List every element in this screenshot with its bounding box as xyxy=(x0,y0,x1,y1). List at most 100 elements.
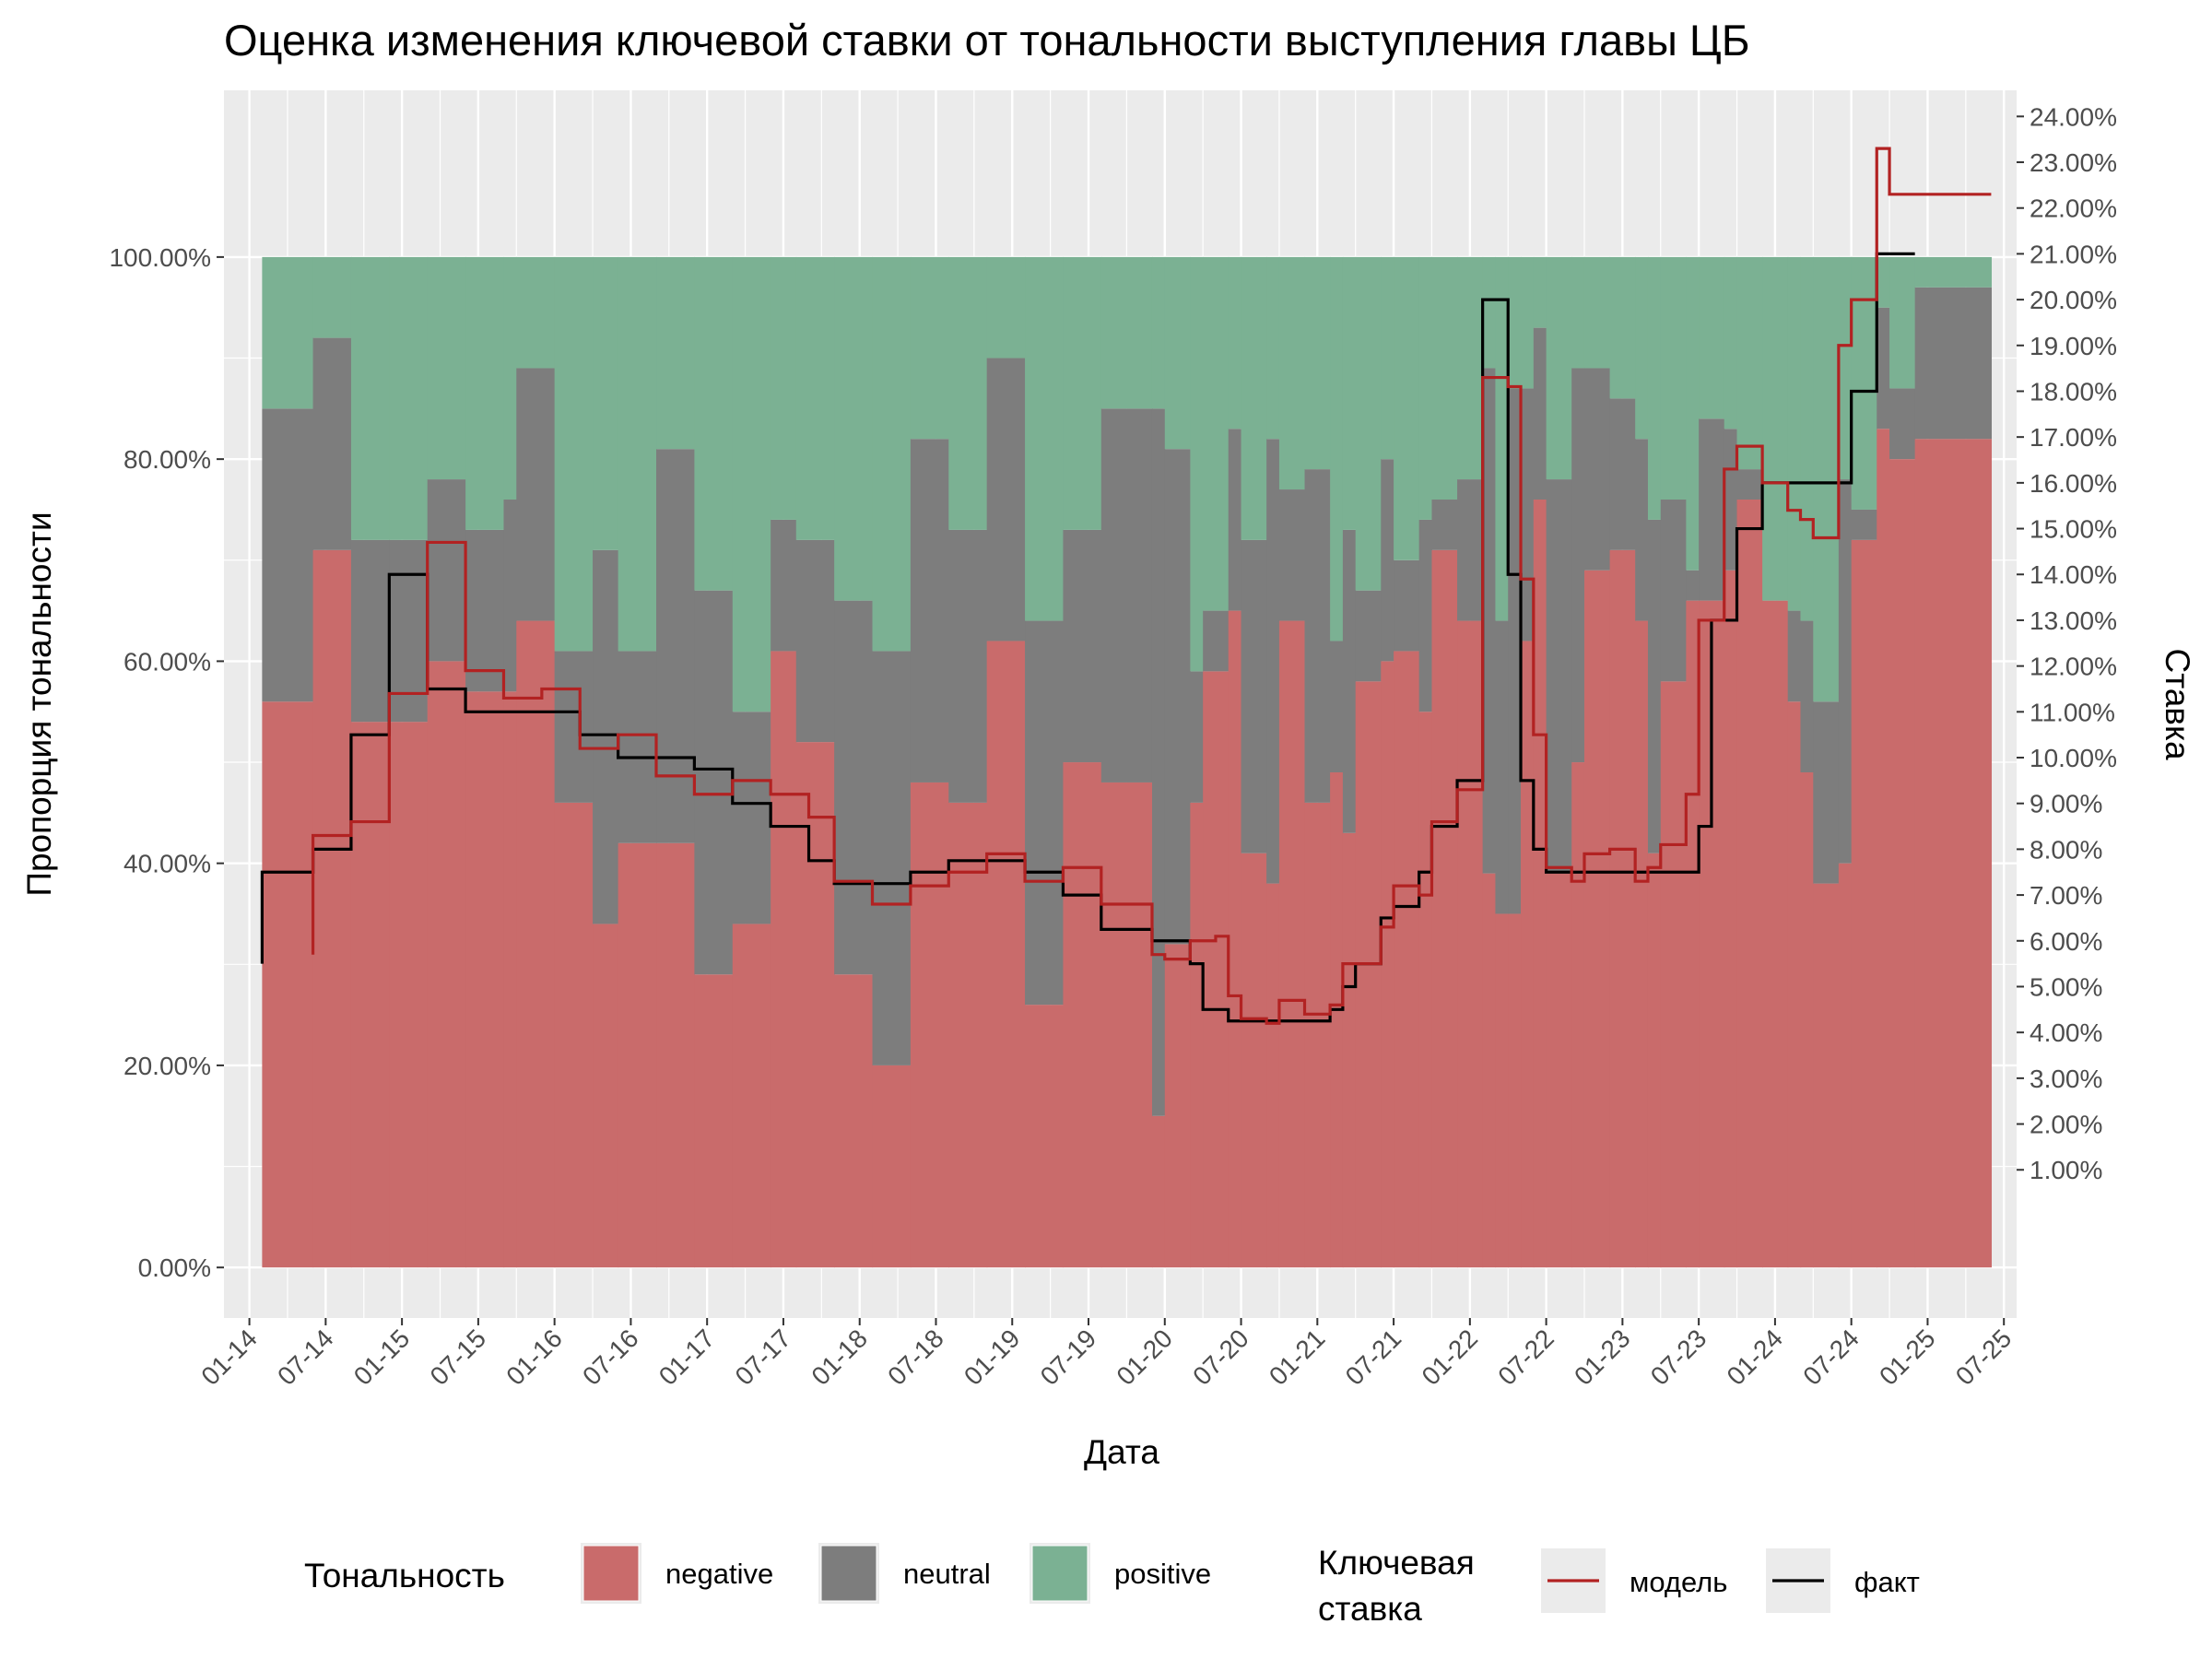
positive-area-segment xyxy=(948,256,988,530)
positive-area-segment xyxy=(1431,256,1458,500)
positive-area-segment xyxy=(593,256,619,550)
negative-area-segment xyxy=(1190,802,1204,1268)
y2-tick-label: 5.00% xyxy=(2030,972,2102,1001)
positive-area-segment xyxy=(312,256,352,338)
neutral-area-segment xyxy=(910,439,949,782)
y2-tick-label: 17.00% xyxy=(2030,423,2117,452)
negative-area-segment xyxy=(1838,863,1853,1268)
positive-area-segment xyxy=(1495,256,1509,621)
negative-area-segment xyxy=(1609,549,1636,1268)
legend-swatch-positive xyxy=(1031,1545,1088,1602)
negative-area-segment xyxy=(389,722,429,1268)
neutral-area-segment xyxy=(389,539,429,723)
positive-area-segment xyxy=(1813,256,1840,702)
negative-area-segment xyxy=(1686,600,1700,1268)
negative-area-segment xyxy=(1063,762,1102,1268)
x-axis-label: Дата xyxy=(1084,1433,1159,1471)
legend-label-model: модель xyxy=(1630,1566,1727,1598)
neutral-area-segment xyxy=(1355,590,1382,682)
neutral-area-segment xyxy=(262,408,314,702)
positive-area-segment xyxy=(656,256,695,450)
y2-tick-label: 7.00% xyxy=(2030,881,2102,910)
negative-area-segment xyxy=(1304,802,1331,1268)
neutral-area-segment xyxy=(1889,388,1916,460)
positive-area-segment xyxy=(1724,256,1738,429)
negative-area-segment xyxy=(312,549,352,1268)
y2-axis-label: Ставка xyxy=(2159,648,2196,759)
negative-area-segment xyxy=(1521,641,1535,1268)
negative-area-segment xyxy=(656,842,695,1268)
negative-area-segment xyxy=(1736,500,1763,1268)
neutral-area-segment xyxy=(834,600,874,975)
positive-area-segment xyxy=(389,256,429,540)
y2-tick-label: 20.00% xyxy=(2030,286,2117,314)
neutral-area-segment xyxy=(503,500,517,692)
negative-area-segment xyxy=(1571,762,1585,1268)
positive-area-segment xyxy=(427,256,466,480)
y-tick-label: 60.00% xyxy=(124,647,211,676)
y-tick-label: 0.00% xyxy=(138,1253,211,1282)
neutral-area-segment xyxy=(1394,559,1420,652)
y2-tick-label: 24.00% xyxy=(2030,102,2117,131)
negative-area-segment xyxy=(1508,913,1522,1268)
neutral-area-segment xyxy=(1813,701,1840,884)
negative-area-segment xyxy=(1266,883,1280,1268)
neutral-area-segment xyxy=(1063,529,1102,763)
neutral-area-segment xyxy=(1571,368,1585,763)
y2-tick-label: 18.00% xyxy=(2030,377,2117,406)
negative-area-segment xyxy=(1800,772,1814,1268)
positive-area-segment xyxy=(872,256,912,652)
neutral-area-segment xyxy=(1877,307,1890,429)
negative-area-segment xyxy=(554,802,594,1268)
neutral-area-segment xyxy=(427,479,466,662)
negative-area-segment xyxy=(1660,681,1687,1268)
legend: Тональность Ключевая ставка negative neut… xyxy=(304,1543,1920,1628)
positive-area-segment xyxy=(262,256,314,409)
positive-area-segment xyxy=(1063,256,1102,530)
positive-area-segment xyxy=(350,256,390,540)
neutral-area-segment xyxy=(1647,519,1662,853)
y2-tick-label: 13.00% xyxy=(2030,606,2117,635)
positive-area-segment xyxy=(1025,256,1065,621)
y-axis-label: Пропорция тональности xyxy=(20,512,58,896)
positive-area-segment xyxy=(1914,256,1993,288)
negative-area-segment xyxy=(1482,873,1497,1268)
negative-area-segment xyxy=(986,641,1026,1268)
neutral-area-segment xyxy=(732,712,771,924)
negative-area-segment xyxy=(834,974,874,1268)
negative-area-segment xyxy=(694,974,734,1268)
neutral-area-segment xyxy=(694,590,734,975)
negative-area-segment xyxy=(1583,570,1611,1268)
positive-area-segment xyxy=(1851,256,1877,510)
negative-area-segment xyxy=(1241,853,1267,1268)
negative-area-segment xyxy=(872,1065,912,1268)
neutral-area-segment xyxy=(872,651,912,1065)
y2-tick-label: 11.00% xyxy=(2030,698,2115,726)
y2-tick-label: 8.00% xyxy=(2030,835,2102,864)
rate-lines xyxy=(260,147,1992,1025)
y2-tick-label: 19.00% xyxy=(2030,332,2117,360)
neutral-area-segment xyxy=(1851,509,1877,540)
neutral-area-segment xyxy=(465,529,505,692)
legend-label-negative: negative xyxy=(665,1558,773,1590)
positive-area-segment xyxy=(1889,256,1916,389)
neutral-area-segment xyxy=(350,539,390,723)
negative-area-segment xyxy=(516,620,556,1268)
negative-area-segment xyxy=(1025,1005,1065,1268)
positive-area-segment xyxy=(1546,256,1572,480)
legend-swatch-neutral xyxy=(820,1545,877,1602)
positive-area-segment xyxy=(1571,256,1585,369)
y2-tick-label: 1.00% xyxy=(2030,1156,2102,1184)
chart-title: Оценка изменения ключевой ставки от тона… xyxy=(224,16,1750,65)
positive-area-segment xyxy=(1266,256,1280,440)
neutral-area-segment xyxy=(1724,429,1738,571)
positive-area-segment xyxy=(1800,256,1814,621)
positive-area-segment xyxy=(1635,256,1649,440)
legend-tone-title: Тональность xyxy=(304,1557,505,1594)
neutral-area-segment xyxy=(1686,570,1700,601)
y-tick-label: 20.00% xyxy=(124,1052,211,1080)
negative-area-segment xyxy=(1203,671,1230,1268)
legend-label-neutral: neutral xyxy=(903,1558,991,1590)
model-rate-line xyxy=(311,147,1992,1025)
neutral-area-segment xyxy=(656,449,695,843)
